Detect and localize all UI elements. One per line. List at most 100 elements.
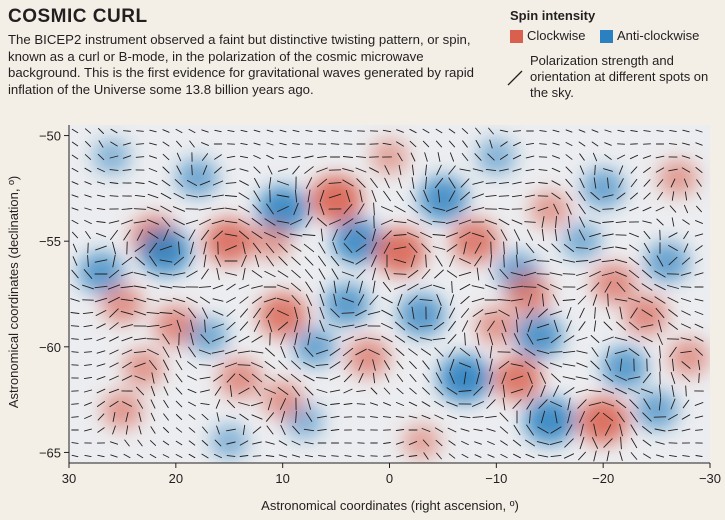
polarization-stick [383, 455, 391, 457]
polarization-stick [601, 259, 615, 263]
polarization-stick [70, 312, 80, 314]
polarization-stick [204, 319, 206, 333]
polarization-stick [562, 350, 576, 354]
polarization-stick [407, 269, 419, 279]
polarization-stick [541, 293, 545, 307]
polarization-stick [330, 143, 340, 145]
polarization-stick [539, 143, 547, 145]
polarization-stick [307, 332, 311, 346]
polarization-stick [199, 376, 211, 380]
polarization-stick [213, 230, 223, 240]
polarization-stick [549, 362, 563, 368]
polarization-stick [341, 258, 355, 264]
polarization-stick [239, 155, 249, 159]
polarization-stick [211, 219, 225, 225]
polarization-stick [566, 320, 572, 332]
polarization-stick [110, 229, 118, 241]
polarization-stick [294, 189, 298, 203]
polarization-stick [319, 306, 325, 320]
spin-blob-clockwise [251, 222, 292, 260]
polarization-stick [408, 440, 418, 446]
polarization-stick [317, 428, 327, 432]
polarization-stick [190, 241, 194, 255]
polarization-stick [198, 364, 212, 366]
polarization-stick [502, 384, 506, 398]
polarization-stick [172, 286, 186, 288]
polarization-stick [121, 219, 133, 225]
polarization-stick [680, 298, 692, 302]
polarization-stick [464, 332, 466, 346]
polarization-stick [601, 272, 615, 276]
polarization-stick [109, 349, 119, 355]
polarization-stick [162, 153, 170, 161]
polarization-stick [198, 349, 212, 355]
polarization-stick [668, 428, 678, 432]
polarization-stick [593, 423, 597, 437]
polarization-stick [498, 181, 510, 185]
polarization-stick [593, 177, 597, 189]
polarization-stick [159, 272, 173, 276]
polarization-stick [578, 229, 586, 241]
polarization-stick [214, 255, 222, 267]
polarization-stick [96, 194, 106, 198]
polarization-stick [615, 271, 627, 277]
polarization-stick [135, 182, 145, 184]
polarization-stick [251, 373, 263, 383]
polarization-stick [398, 164, 402, 176]
polarization-stick [354, 337, 368, 341]
polarization-stick [511, 219, 523, 225]
polarization-stick [473, 428, 483, 432]
polarization-stick [120, 298, 134, 302]
polarization-stick [278, 440, 288, 446]
polarization-stick [642, 439, 652, 447]
polarization-stick [161, 217, 171, 227]
polarization-stick [395, 416, 405, 418]
polarization-stick [278, 243, 288, 253]
polarization-stick [264, 232, 276, 238]
polarization-stick [237, 364, 251, 366]
polarization-stick [449, 294, 455, 306]
polarization-stick [604, 154, 612, 160]
polarization-stick [695, 348, 703, 356]
polarization-stick [85, 231, 91, 239]
polarization-stick [355, 348, 367, 356]
polarization-stick [367, 337, 381, 341]
polarization-stick [419, 337, 433, 341]
polarization-stick [488, 385, 494, 397]
polarization-stick [149, 453, 157, 459]
polarization-stick [549, 310, 563, 316]
polarization-stick [459, 168, 471, 172]
polarization-stick [276, 180, 290, 186]
polarization-stick [409, 128, 417, 134]
polarization-stick [551, 167, 561, 173]
polarization-stick [225, 415, 237, 419]
polarization-stick [134, 244, 146, 252]
polarization-stick [576, 350, 588, 354]
polarization-stick [95, 232, 107, 238]
polarization-stick [331, 130, 339, 132]
polarization-stick [668, 143, 678, 145]
polarization-stick [316, 167, 328, 173]
polarization-stick [84, 428, 92, 432]
spin-blob-clockwise [529, 190, 570, 229]
polarization-stick [529, 410, 531, 424]
polarization-stick [211, 336, 225, 342]
polarization-stick [627, 297, 641, 303]
polarization-stick [538, 308, 548, 318]
polarization-stick [669, 346, 677, 358]
polarization-stick [655, 441, 665, 445]
polarization-stick [434, 386, 444, 396]
polarization-stick [630, 178, 638, 188]
polarization-stick [695, 154, 703, 160]
polarization-stick [628, 321, 640, 331]
polarization-stick [411, 177, 415, 189]
polarization-stick [84, 219, 92, 225]
polarization-stick [472, 401, 484, 407]
polarization-stick [606, 345, 610, 359]
polarization-stick [629, 232, 639, 238]
polarization-stick [472, 416, 484, 418]
polarization-stick [341, 324, 355, 328]
polarization-stick [200, 389, 210, 393]
polarization-stick [396, 387, 404, 395]
polarization-stick [109, 308, 119, 318]
